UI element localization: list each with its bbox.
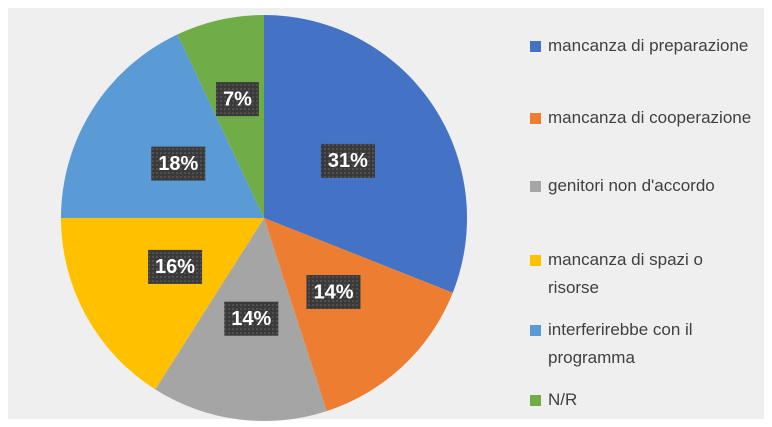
legend-label: N/R — [548, 390, 578, 409]
legend-label: mancanza di spazi o risorse — [548, 250, 703, 297]
data-label-box — [148, 249, 203, 284]
legend-item: mancanza di cooperazione — [530, 104, 753, 132]
legend-item: N/R — [530, 386, 753, 414]
legend-swatch — [530, 181, 541, 192]
legend-item: mancanza di preparazione — [530, 32, 753, 60]
legend-item: interferirebbe con il programma — [530, 316, 753, 372]
data-label-box — [224, 301, 279, 336]
legend-swatch — [530, 395, 541, 406]
legend-item: mancanza di spazi o risorse — [530, 246, 753, 302]
data-label: 14% — [231, 308, 271, 330]
data-label: 14% — [313, 281, 353, 303]
legend-label: interferirebbe con il programma — [548, 320, 693, 367]
pie-slice — [61, 34, 264, 219]
legend-swatch — [530, 113, 541, 124]
pie-slice — [264, 218, 453, 412]
legend-label: genitori non d'accordo — [548, 176, 715, 195]
data-label: 18% — [158, 153, 198, 175]
legend-item: genitori non d'accordo — [530, 172, 753, 200]
data-label: 7% — [223, 88, 252, 110]
legend-swatch — [530, 255, 541, 266]
legend-swatch — [530, 41, 541, 52]
pie-slice — [60, 218, 264, 390]
data-label: 16% — [155, 256, 195, 278]
data-label-box — [306, 274, 361, 309]
data-label-box — [320, 143, 375, 178]
data-label: 31% — [328, 150, 368, 172]
legend-label: mancanza di cooperazione — [548, 108, 752, 127]
data-label-box — [151, 146, 206, 181]
legend-swatch — [530, 325, 541, 336]
pie-slice — [177, 15, 264, 218]
legend-label: mancanza di preparazione — [548, 36, 749, 55]
data-label-box — [215, 82, 259, 117]
